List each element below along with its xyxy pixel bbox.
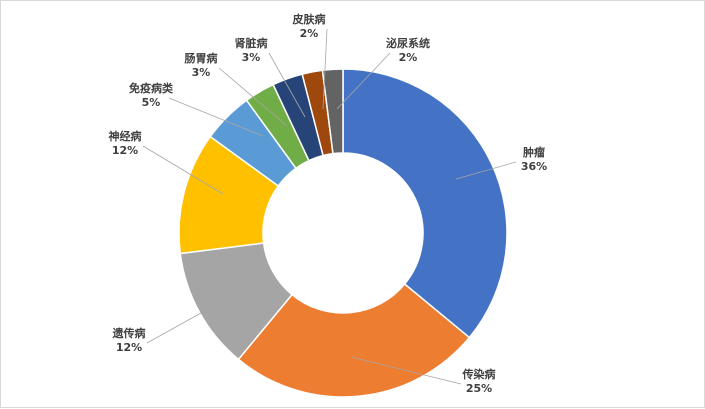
slice-value-6: 3% bbox=[242, 51, 261, 64]
slice-label-3: 神经病 bbox=[109, 129, 142, 143]
slice-value-4: 5% bbox=[142, 96, 161, 109]
slice-label-0: 肿瘤 bbox=[523, 145, 545, 159]
leader-line-5 bbox=[218, 67, 288, 127]
leader-line-1 bbox=[350, 356, 462, 385]
slice-value-2: 12% bbox=[116, 341, 142, 354]
leader-line-7 bbox=[322, 28, 328, 110]
leader-line-4 bbox=[168, 97, 264, 137]
slices-group bbox=[178, 68, 508, 398]
slice-8 bbox=[321, 68, 344, 155]
slice-label-6: 肾脏病 bbox=[235, 36, 268, 50]
leader-line-2 bbox=[146, 312, 202, 344]
labels-group: 肿瘤36%传染病25%遗传病12%神经病12%免疫病类5%肠胃病3%肾脏病3%皮… bbox=[109, 12, 548, 395]
slice-label-8: 泌尿系统 bbox=[386, 36, 430, 50]
slice-label-5: 肠胃病 bbox=[185, 51, 218, 65]
slice-label-4: 免疫病类 bbox=[129, 81, 174, 95]
leader-line-3 bbox=[142, 145, 224, 195]
slice-value-0: 36% bbox=[521, 160, 547, 173]
slice-value-5: 3% bbox=[192, 66, 211, 79]
leader-line-0 bbox=[455, 161, 517, 180]
slice-0 bbox=[342, 68, 508, 339]
slice-label-1: 传染病 bbox=[462, 367, 496, 381]
leader-line-6 bbox=[268, 52, 306, 118]
leader-line-8 bbox=[336, 52, 391, 110]
slice-1 bbox=[237, 282, 471, 398]
slice-value-7: 2% bbox=[300, 27, 319, 40]
slice-value-3: 12% bbox=[112, 144, 138, 157]
leader-lines-group bbox=[142, 28, 517, 385]
slice-label-7: 皮肤病 bbox=[292, 12, 326, 26]
slice-label-2: 遗传病 bbox=[112, 326, 146, 340]
slice-value-1: 25% bbox=[466, 382, 492, 395]
slice-value-8: 2% bbox=[399, 51, 418, 64]
